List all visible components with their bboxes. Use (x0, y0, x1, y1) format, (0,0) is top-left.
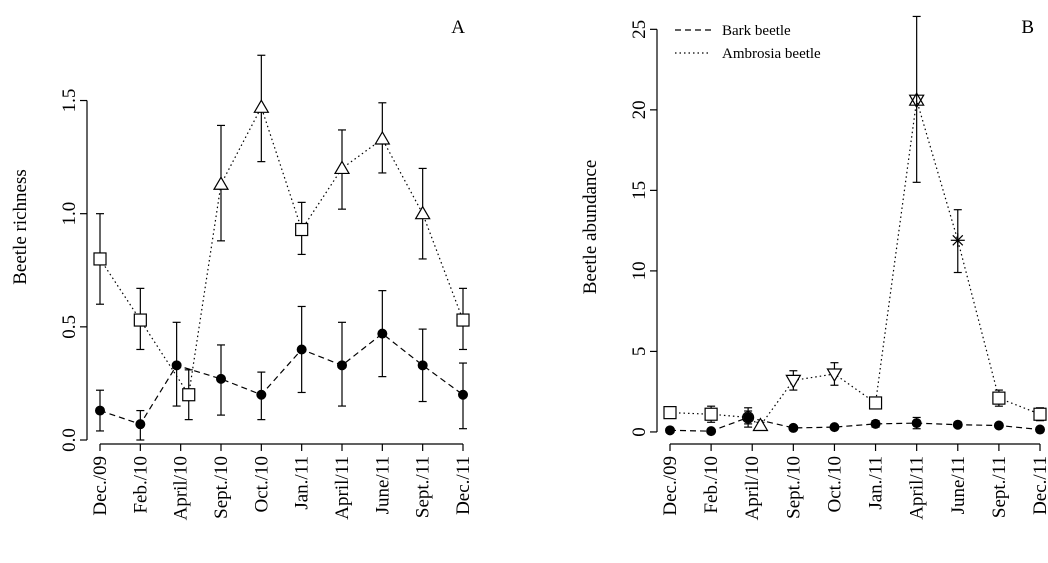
series-line (99, 105, 464, 397)
legend-label: Ambrosia beetle (722, 46, 821, 62)
marker-square (1033, 407, 1047, 421)
series-line (669, 100, 1041, 427)
marker-filled-circle (993, 420, 1004, 431)
marker-filled-circle (216, 373, 226, 384)
x-tick-label: Jan./11 (292, 456, 313, 510)
marker-filled-circle (870, 418, 881, 429)
marker-triangle-down (785, 374, 802, 389)
x-tick-label: Sept./11 (989, 456, 1010, 518)
series-dashed (665, 410, 1045, 437)
y-tick-label: 10 (629, 261, 650, 280)
series-dotted (663, 15, 1047, 432)
marker-filled-circle (95, 405, 105, 416)
marker-asterisk (950, 233, 965, 248)
marker-filled-circle (256, 389, 267, 400)
x-tick-label: Dec./11 (1030, 456, 1048, 515)
x-tick-label: June/11 (948, 456, 969, 514)
x-tick-label: Sept./11 (413, 456, 434, 518)
legend-label: Bark beetle (722, 23, 791, 39)
marker-square (992, 391, 1006, 405)
x-tick-label: Oct./10 (251, 456, 272, 512)
x-tick-label: Dec./11 (453, 456, 474, 515)
marker-square (663, 406, 677, 420)
y-tick-label: 0.0 (59, 428, 80, 452)
marker-square (133, 313, 147, 327)
y-tick-label: 1.5 (59, 89, 80, 113)
y-axis-title: Beetle richness (10, 169, 31, 285)
marker-triangle-up (752, 417, 769, 432)
error-bar (912, 15, 921, 183)
error-bar (744, 407, 753, 428)
x-tick-label: April/10 (171, 456, 192, 520)
series-dotted (93, 54, 470, 421)
x-tick-label: Sept./10 (211, 456, 232, 519)
series-dashed (95, 290, 468, 441)
marker-filled-circle (377, 328, 388, 339)
marker-filled-circle (911, 418, 922, 429)
x-tick-label: Dec./09 (90, 456, 111, 516)
x-tick-label: June/11 (372, 456, 393, 514)
y-tick-label: 25 (629, 20, 650, 39)
marker-filled-circle (296, 344, 307, 355)
marker-circle (742, 411, 755, 424)
y-tick-label: 5 (629, 347, 650, 357)
marker-triangle-up (414, 205, 431, 220)
x-tick-label: Jan./11 (866, 456, 887, 510)
marker-filled-circle (458, 389, 468, 400)
y-tick-label: 15 (629, 181, 650, 200)
x-tick-label: April/11 (907, 456, 928, 520)
panel-b: 0 5 10 15 20 25 Dec./09 Feb./10 April/10 Sept./10… (580, 15, 1048, 520)
marker-filled-circle (706, 426, 717, 437)
marker-square (295, 222, 309, 237)
marker-square (93, 252, 107, 266)
x-tick-label: Oct./10 (824, 456, 845, 512)
marker-square (182, 388, 196, 402)
marker-triangle-up (253, 99, 270, 113)
marker-triangle-down (826, 368, 843, 383)
y-axis-title: Beetle abundance (580, 160, 601, 295)
series-line (669, 416, 1041, 432)
panel-a: 0.0 0.5 1.0 1.5 Dec./09 Feb./10 April/10 Sept./… (10, 17, 474, 520)
marker-square (868, 396, 883, 410)
marker-square (704, 407, 718, 421)
series-line (99, 332, 464, 425)
x-tick-label: Sept./10 (783, 456, 804, 519)
panel-label: B (1021, 17, 1034, 38)
marker-filled-circle (171, 360, 182, 371)
marker-square (456, 313, 470, 327)
marker-filled-circle (1035, 424, 1045, 435)
x-tick-label: April/11 (332, 456, 353, 520)
legend: Bark beetle Ambrosia beetle (675, 23, 821, 62)
x-tick-label: Dec./09 (660, 456, 681, 516)
marker-triangle-up (374, 130, 391, 145)
y-tick-label: 1.0 (59, 202, 80, 226)
marker-triangle-up (333, 160, 351, 175)
x-tick-label: Feb./10 (701, 456, 722, 514)
panel-label: A (451, 17, 465, 38)
marker-star-of-david (908, 91, 925, 109)
marker-filled-circle (135, 419, 146, 430)
marker-filled-circle (337, 360, 347, 371)
x-tick-label: Feb./10 (130, 456, 151, 514)
marker-triangle-up (212, 176, 230, 190)
y-tick-label: 20 (629, 100, 650, 119)
marker-filled-circle (829, 422, 840, 433)
y-tick-label: 0 (629, 427, 650, 437)
marker-filled-circle (788, 422, 799, 433)
y-tick-label: 0.5 (59, 315, 80, 339)
x-tick-label: April/10 (742, 456, 763, 520)
marker-filled-circle (417, 360, 428, 371)
marker-filled-circle (665, 425, 675, 436)
marker-filled-circle (952, 419, 963, 430)
